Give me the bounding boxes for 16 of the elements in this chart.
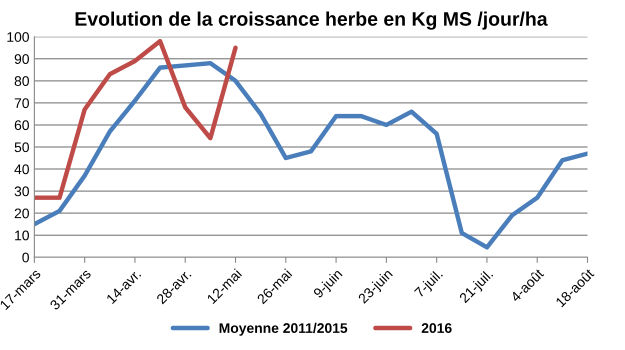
- y-tick-label: 20: [14, 208, 29, 218]
- y-tick-label: 80: [14, 76, 29, 86]
- y-tick-label: 10: [15, 230, 29, 240]
- legend-label: Moyenne 2011/2015: [220, 322, 348, 336]
- y-tick-label: 30: [14, 186, 29, 196]
- y-tick-label: 0: [22, 252, 29, 262]
- y-tick-label: 100: [7, 32, 29, 42]
- legend-label: 2016: [422, 323, 452, 334]
- y-tick-label: 70: [14, 98, 29, 108]
- y-tick-label: 50: [14, 142, 29, 152]
- y-tick-label: 40: [14, 164, 29, 174]
- chart-title: Evolution de la croissance herbe en Kg MS /jour/ha: [76, 12, 548, 30]
- y-tick-label: 90: [14, 54, 29, 64]
- line-series: [34, 38, 238, 200]
- y-tick-label: 60: [14, 120, 29, 130]
- line-series: [34, 60, 588, 250]
